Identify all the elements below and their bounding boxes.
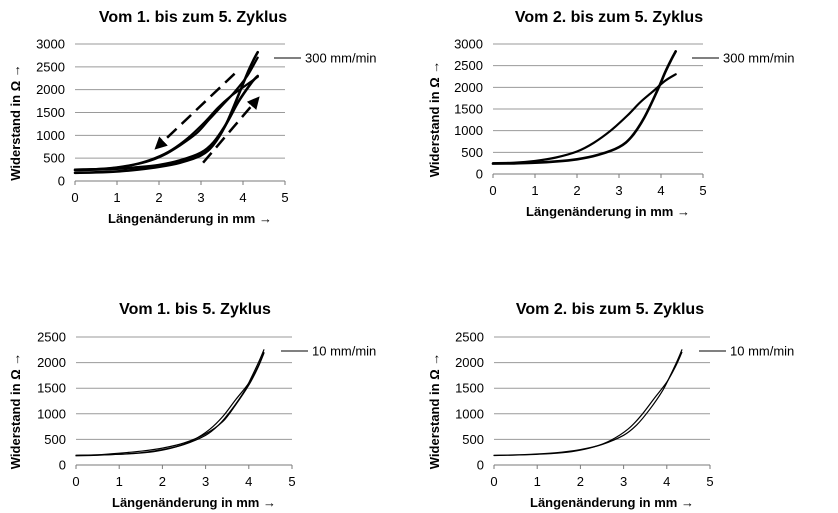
x-tick-label: 0	[489, 183, 496, 198]
y-tick-label: 1500	[36, 105, 65, 120]
series-line-1	[491, 50, 677, 165]
x-tick-label: 4	[657, 183, 664, 198]
y-tick-label: 2500	[37, 330, 66, 345]
x-tick-label: 2	[159, 474, 166, 489]
y-tick-label: 2500	[36, 59, 65, 74]
x-tick-label: 5	[288, 474, 295, 489]
x-tick-label: 3	[620, 474, 627, 489]
unloading-direction-arrow	[154, 72, 236, 150]
y-tick-label: 0	[59, 458, 66, 473]
y-tick-label: 3000	[36, 37, 65, 52]
y-tick-label: 0	[58, 174, 65, 189]
y-tick-label: 2500	[455, 330, 484, 345]
chart-svg-4: Vom 2. bis zum 5. Zyklus 0 500 1000 1500 2000…	[427, 301, 794, 510]
y-tick-label: 3000	[454, 37, 483, 52]
loading-direction-arrow	[202, 96, 260, 164]
x-tick-label: 5	[706, 474, 713, 489]
y-tick-label: 2000	[455, 355, 484, 370]
x-tick-label: 3	[197, 190, 204, 205]
y-tick-label: 1500	[454, 102, 483, 117]
x-tick-label: 0	[71, 190, 78, 205]
x-tick-label: 4	[663, 474, 670, 489]
legend-label: 10 mm/min	[730, 344, 794, 359]
y-tick-label: 2000	[37, 355, 66, 370]
chart-title: Vom 2. bis zum 5. Zyklus	[516, 301, 704, 318]
x-axis-label: Längenänderung in mm →	[108, 211, 272, 226]
x-tick-label: 1	[531, 183, 538, 198]
y-tick-label: 1000	[36, 128, 65, 143]
x-tick-label: 2	[577, 474, 584, 489]
legend-label: 300 mm/min	[723, 51, 795, 66]
x-tick-label: 5	[699, 183, 706, 198]
y-tick-label: 500	[461, 145, 483, 160]
y-tick-label: 500	[462, 432, 484, 447]
chart-title: Vom 1. bis 5. Zyklus	[119, 301, 271, 318]
chart-svg-2: Vom 2. bis zum 5. Zyklus 0 500 1000 1500 2000…	[427, 9, 795, 219]
chart-title: Vom 1. bis zum 5. Zyklus	[99, 9, 287, 26]
x-tick-label: 5	[281, 190, 288, 205]
chart-svg-1: Vom 1. bis zum 5. Zyklus 0 500 1000 1500 2000…	[8, 9, 377, 226]
chart-svg-3: Vom 1. bis 5. Zyklus 0 500 1000 1500 2000 2500…	[8, 301, 376, 510]
y-tick-label: 0	[476, 167, 483, 182]
y-tick-label: 2500	[454, 58, 483, 73]
x-tick-label: 0	[72, 474, 79, 489]
x-axis-label: Längenänderung in mm →	[112, 495, 276, 510]
y-axis-label: Widerstand in Ω →	[8, 353, 23, 469]
series-line-2	[493, 351, 683, 456]
y-tick-label: 500	[43, 151, 65, 166]
x-axis-label: Längenänderung in mm →	[526, 204, 690, 219]
x-tick-label: 1	[116, 474, 123, 489]
series-line-2	[75, 351, 265, 456]
legend-label: 10 mm/min	[312, 344, 376, 359]
x-tick-label: 3	[615, 183, 622, 198]
y-tick-label: 0	[477, 458, 484, 473]
x-tick-label: 4	[245, 474, 252, 489]
series-line-4	[73, 56, 259, 171]
y-axis-label: Widerstand in Ω →	[8, 64, 23, 180]
y-tick-label: 1000	[455, 406, 484, 421]
series-line-2	[73, 75, 259, 171]
y-tick-label: 1500	[455, 381, 484, 396]
x-tick-label: 0	[490, 474, 497, 489]
x-tick-label: 2	[573, 183, 580, 198]
chart-panel-2: Vom 2. bis zum 5. Zyklus 0 500 1000 1500 2000…	[419, 0, 838, 256]
y-axis-label: Widerstand in Ω →	[427, 61, 442, 177]
x-tick-label: 1	[113, 190, 120, 205]
y-axis-label: Widerstand in Ω →	[427, 353, 442, 469]
legend-label: 300 mm/min	[305, 51, 377, 66]
x-tick-label: 2	[155, 190, 162, 205]
y-tick-label: 2000	[454, 80, 483, 95]
series-line-2	[491, 73, 677, 165]
x-tick-label: 1	[534, 474, 541, 489]
chart-panel-4: Vom 2. bis zum 5. Zyklus 0 500 1000 1500 2000…	[419, 256, 838, 513]
series-line-1	[73, 50, 259, 175]
y-tick-label: 500	[44, 432, 66, 447]
y-tick-label: 1500	[37, 381, 66, 396]
series-line-3	[75, 352, 265, 456]
x-tick-label: 4	[239, 190, 246, 205]
y-tick-label: 2000	[36, 82, 65, 97]
chart-title: Vom 2. bis zum 5. Zyklus	[515, 9, 703, 26]
chart-panel-3: Vom 1. bis 5. Zyklus 0 500 1000 1500 2000 2500…	[0, 256, 419, 513]
x-tick-label: 3	[202, 474, 209, 489]
x-axis-label: Längenänderung in mm →	[530, 495, 694, 510]
y-tick-label: 1000	[37, 406, 66, 421]
chart-panel-1: Vom 1. bis zum 5. Zyklus 0 500 1000 1500 2000…	[0, 0, 419, 256]
y-tick-label: 1000	[454, 123, 483, 138]
